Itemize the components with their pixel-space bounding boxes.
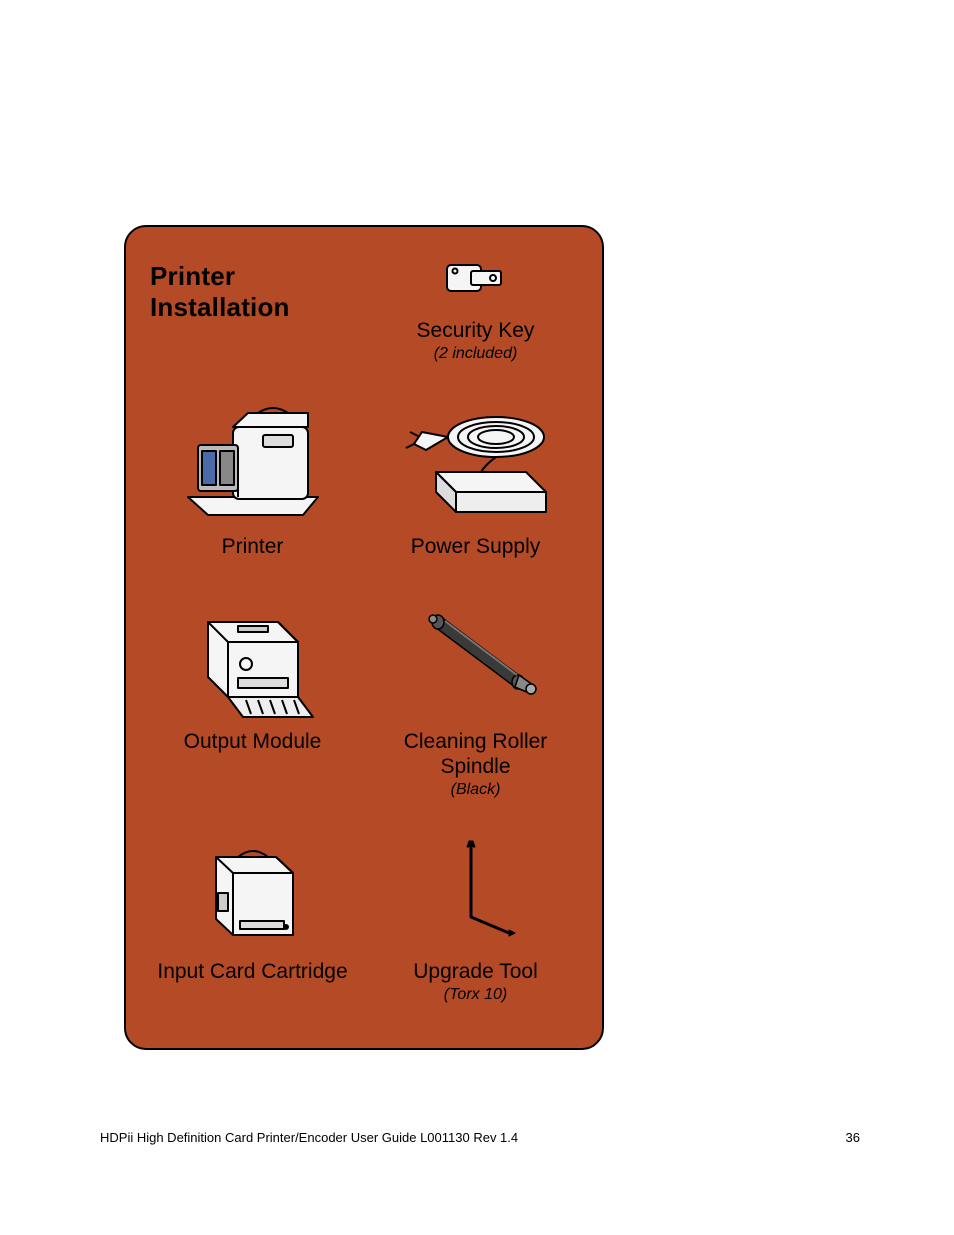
power-supply-icon xyxy=(396,397,556,527)
title-cell: Printer Installation xyxy=(150,251,355,387)
output-module-icon xyxy=(188,592,318,722)
security-key-sublabel: (2 included) xyxy=(434,345,518,363)
printer-label: Printer xyxy=(222,535,284,559)
footer-doc-title: HDPii High Definition Card Printer/Encod… xyxy=(100,1130,518,1145)
cleaning-roller-sublabel: (Black) xyxy=(451,781,501,799)
item-upgrade-tool: Upgrade Tool (Torx 10) xyxy=(373,832,578,1028)
input-card-label: Input Card Cartridge xyxy=(157,960,347,984)
output-module-label: Output Module xyxy=(184,730,322,754)
item-power-supply: Power Supply xyxy=(373,397,578,583)
item-cleaning-roller: Cleaning Roller Spindle (Black) xyxy=(373,592,578,822)
security-key-icon xyxy=(441,251,511,311)
cleaning-roller-label: Cleaning Roller Spindle xyxy=(373,730,578,778)
cleaning-roller-icon xyxy=(401,592,551,722)
installation-card: Printer Installation Security Key (2 inc… xyxy=(124,225,604,1050)
upgrade-tool-label: Upgrade Tool xyxy=(413,960,538,984)
item-security-key: Security Key (2 included) xyxy=(373,251,578,387)
document-page: Printer Installation Security Key (2 inc… xyxy=(100,0,780,1050)
item-input-card: Input Card Cartridge xyxy=(150,832,355,1028)
power-supply-label: Power Supply xyxy=(411,535,541,559)
page-footer: HDPii High Definition Card Printer/Encod… xyxy=(100,1130,860,1145)
security-key-label: Security Key xyxy=(417,319,535,343)
item-printer: Printer xyxy=(150,397,355,583)
upgrade-tool-sublabel: (Torx 10) xyxy=(444,986,507,1004)
printer-icon xyxy=(178,397,328,527)
card-grid: Printer Installation Security Key (2 inc… xyxy=(150,251,578,1028)
card-title: Printer Installation xyxy=(150,261,355,323)
upgrade-tool-icon xyxy=(431,832,521,952)
item-output-module: Output Module xyxy=(150,592,355,822)
input-card-icon xyxy=(198,832,308,952)
footer-page-number: 36 xyxy=(846,1130,860,1145)
